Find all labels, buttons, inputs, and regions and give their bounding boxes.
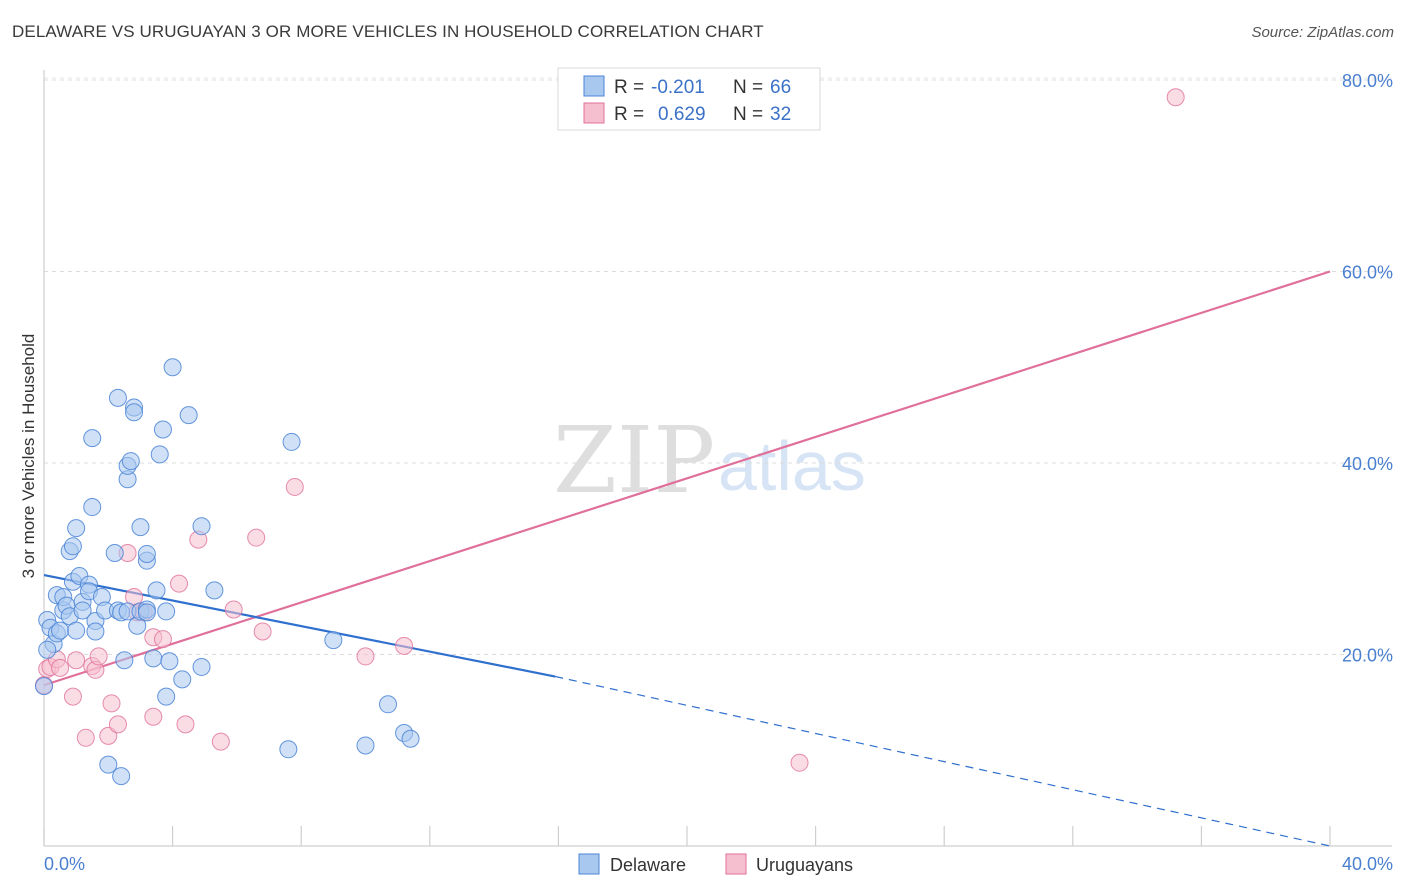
delaware-point-48 <box>150 445 169 464</box>
bottom-legend-swatch-delaware <box>578 853 600 875</box>
delaware-point-49 <box>153 420 172 439</box>
uruguayan-point-12 <box>102 694 121 713</box>
uruguayan-point-27 <box>253 622 272 641</box>
uruguayan-point-32 <box>1166 88 1185 107</box>
delaware-point-23 <box>86 622 105 641</box>
legend-r-value-uruguayan: 0.629 <box>658 104 706 125</box>
correlation-legend: R = -0.201 N = 66 R = 0.629 N = 32 <box>557 67 821 131</box>
legend-swatch-uruguayan <box>583 102 605 124</box>
uruguayan-point-21 <box>170 574 189 593</box>
delaware-points <box>35 358 420 786</box>
uruguayan-point-6 <box>67 651 86 670</box>
legend-r-label-delaware: R = <box>614 77 644 98</box>
delaware-point-51 <box>157 687 176 706</box>
axes <box>43 70 1392 847</box>
y-tick-label-2: 40.0% <box>1342 454 1393 474</box>
uruguayan-point-29 <box>356 647 375 666</box>
uruguayan-point-18 <box>144 707 163 726</box>
bottom-legend-swatch-uruguayan <box>725 853 747 875</box>
series-legend: Delaware Uruguayans <box>578 853 853 875</box>
delaware-point-11 <box>63 537 82 556</box>
delaware-point-52 <box>160 652 179 671</box>
uruguayan-point-11 <box>99 726 118 745</box>
delaware-point-63 <box>379 695 398 714</box>
delaware-point-46 <box>144 649 163 668</box>
delaware-point-61 <box>324 631 343 650</box>
bottom-legend-label-delaware: Delaware <box>610 855 686 875</box>
gridlines <box>44 77 1392 655</box>
y-axis-label: 3 or more Vehicles in Household <box>19 334 38 579</box>
uruguayan-point-28 <box>285 477 304 496</box>
delaware-point-58 <box>205 581 224 600</box>
watermark-zip: ZIP <box>553 407 715 514</box>
uruguayan-point-30 <box>395 636 414 655</box>
delaware-point-56 <box>192 657 211 676</box>
y-tick-label-3: 20.0% <box>1342 646 1393 666</box>
legend-n-label-uruguayan: N = <box>733 104 763 125</box>
legend-n-value-delaware: 66 <box>770 77 791 98</box>
uruguayan-point-4 <box>51 658 70 677</box>
uruguayan-point-7 <box>76 728 95 747</box>
legend-r-label-uruguayan: R = <box>614 104 644 125</box>
x-tick-label-max: 40.0% <box>1342 854 1393 874</box>
delaware-point-17 <box>73 601 92 620</box>
bottom-legend-label-uruguayan: Uruguayans <box>756 855 853 875</box>
delaware-point-5 <box>51 621 70 640</box>
delaware-point-27 <box>105 544 124 563</box>
delaware-point-13 <box>67 519 86 538</box>
delaware-point-65 <box>401 729 420 748</box>
delaware-point-36 <box>121 452 140 471</box>
y-tick-labels: 80.0% 60.0% 40.0% 20.0% <box>1342 71 1393 666</box>
uruguayan-point-25 <box>224 600 243 619</box>
trend-line-uruguayan <box>43 270 1331 687</box>
legend-n-value-uruguayan: 32 <box>770 104 791 125</box>
delaware-point-55 <box>179 406 198 425</box>
delaware-point-21 <box>83 429 102 448</box>
delaware-point-40 <box>131 518 150 537</box>
delaware-point-54 <box>173 670 192 689</box>
delaware-point-50 <box>157 602 176 621</box>
trend-lines <box>43 270 1331 847</box>
delaware-point-38 <box>125 403 144 422</box>
x-tick-label-min: 0.0% <box>44 854 85 874</box>
delaware-point-45 <box>137 603 156 622</box>
delaware-point-66 <box>35 677 53 696</box>
delaware-point-14 <box>67 621 86 640</box>
delaware-point-31 <box>108 388 127 407</box>
trend-line-delaware-extrapolated <box>555 675 1331 847</box>
delaware-point-20 <box>83 498 102 517</box>
legend-r-value-delaware: -0.201 <box>651 77 705 98</box>
delaware-point-62 <box>356 736 375 755</box>
delaware-point-32 <box>115 651 134 670</box>
delaware-point-57 <box>192 517 211 536</box>
uruguayan-point-20 <box>153 630 172 649</box>
delaware-point-43 <box>137 544 156 563</box>
uruguayan-point-31 <box>790 753 809 772</box>
watermark-atlas: atlas <box>718 427 866 505</box>
uruguayan-point-22 <box>176 715 195 734</box>
delaware-point-47 <box>147 581 166 600</box>
uruguayan-point-26 <box>247 528 266 547</box>
source-credit: Source: ZipAtlas.com <box>1251 24 1394 41</box>
delaware-point-29 <box>112 767 131 786</box>
uruguayan-point-5 <box>63 687 82 706</box>
x-tick-marks <box>43 826 1331 846</box>
y-tick-label-1: 60.0% <box>1342 263 1393 283</box>
legend-n-label-delaware: N = <box>733 77 763 98</box>
delaware-point-60 <box>282 432 301 451</box>
uruguayan-point-24 <box>211 732 230 751</box>
chart-title: DELAWARE VS URUGUAYAN 3 OR MORE VEHICLES… <box>12 22 764 41</box>
delaware-point-59 <box>279 740 298 759</box>
delaware-point-67 <box>38 640 57 659</box>
y-tick-label-0: 80.0% <box>1342 71 1393 91</box>
delaware-point-26 <box>99 755 118 774</box>
uruguayan-point-10 <box>89 647 108 666</box>
uruguayan-point-13 <box>108 715 127 734</box>
delaware-point-53 <box>163 358 182 377</box>
legend-swatch-delaware <box>583 75 605 97</box>
